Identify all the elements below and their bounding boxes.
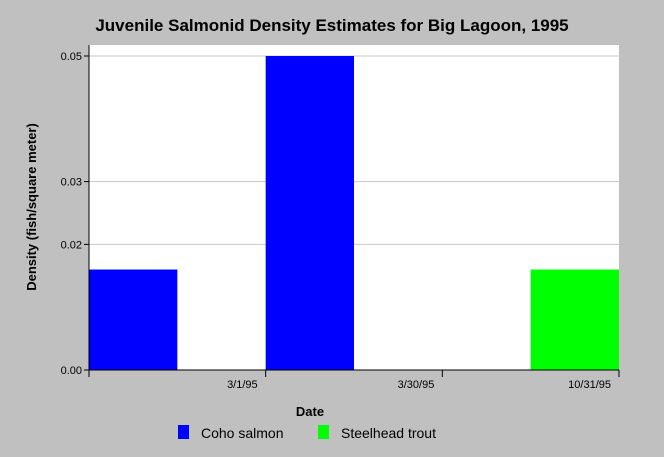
axes xyxy=(88,45,619,371)
legend-label: Steelhead trout xyxy=(341,425,436,441)
bar xyxy=(89,269,178,370)
x-ticks: 3/1/95 3/30/95 10/31/95 xyxy=(88,370,620,391)
legend-swatch xyxy=(318,425,329,439)
x-axis-label: Date xyxy=(296,404,324,419)
bar xyxy=(530,269,619,370)
y-axis-label: Density (fish/square meter) xyxy=(24,123,39,291)
legend: Coho salmon Steelhead trout xyxy=(178,425,436,441)
y-ticks: 0.00 0.02 0.03 0.05 xyxy=(61,51,89,377)
x-tick-label: 3/1/95 xyxy=(227,379,258,391)
legend-swatch xyxy=(178,425,189,439)
x-tick-label: 3/30/95 xyxy=(398,379,435,391)
x-tick-label: 10/31/95 xyxy=(568,379,611,391)
y-tick-label: 0.00 xyxy=(61,365,82,377)
y-tick-label: 0.05 xyxy=(61,51,82,63)
bar xyxy=(265,56,354,370)
bars xyxy=(89,56,619,370)
y-tick-label: 0.02 xyxy=(61,239,82,251)
chart-title: Juvenile Salmonid Density Estimates for … xyxy=(95,16,568,35)
legend-label: Coho salmon xyxy=(201,425,284,441)
y-tick-label: 0.03 xyxy=(61,177,82,189)
